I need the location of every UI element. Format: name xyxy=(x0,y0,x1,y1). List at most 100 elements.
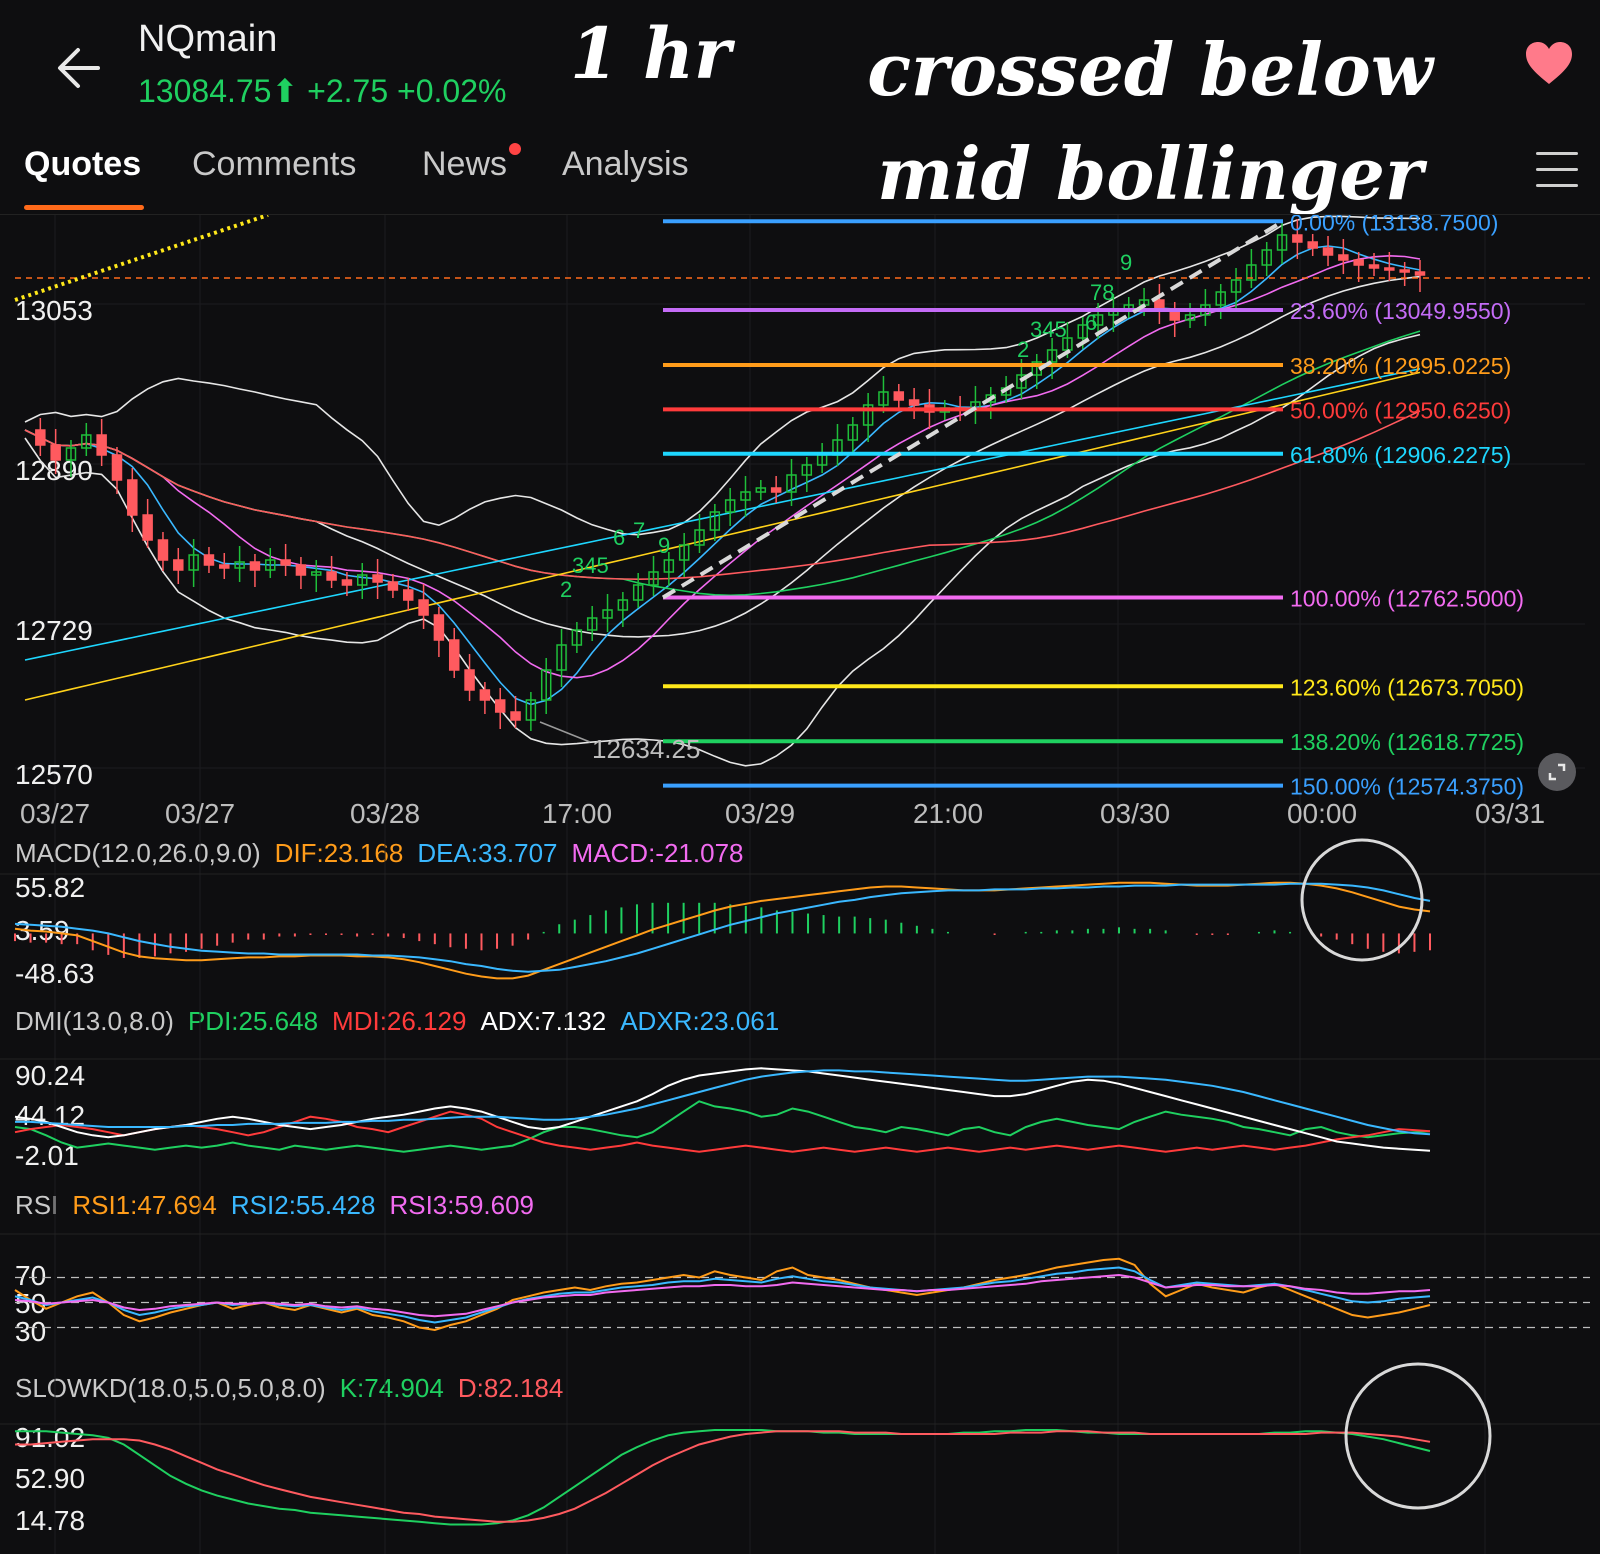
tab-quotes[interactable]: Quotes xyxy=(24,145,142,183)
candle-down xyxy=(173,559,184,571)
expand-icon[interactable] xyxy=(1538,753,1576,791)
candle-down xyxy=(908,399,920,406)
bollinger-upper-line xyxy=(24,215,1421,536)
candle-down xyxy=(203,554,215,566)
series-line-d xyxy=(15,1430,1431,1523)
candle-down xyxy=(372,574,383,583)
tab-news[interactable]: News xyxy=(422,145,508,183)
candle-up xyxy=(556,644,567,671)
candle-up xyxy=(265,559,276,571)
x-tick-label: 21:00 xyxy=(913,798,983,829)
y-tick-label: 12729 xyxy=(15,615,93,646)
dmi-title: DMI(13.0,8.0) xyxy=(15,1006,174,1036)
candle-up xyxy=(1077,324,1088,339)
candle-down xyxy=(157,539,169,561)
candle-up xyxy=(1046,349,1058,363)
candle-up xyxy=(847,424,859,441)
candle-up xyxy=(801,464,813,476)
candle-down xyxy=(280,559,291,566)
x-tick-label: 03/29 xyxy=(725,798,795,829)
candle-down xyxy=(219,564,230,569)
candle-down xyxy=(510,711,521,721)
candle-down xyxy=(50,444,61,461)
series-line-rsi2 xyxy=(14,1266,1431,1324)
candle-down xyxy=(494,699,506,713)
highlight-circle-slowkd xyxy=(1344,1362,1492,1510)
candle-up xyxy=(878,391,889,406)
candle-down xyxy=(111,454,123,481)
candle-down xyxy=(1368,264,1380,269)
y-tick-label: 30 xyxy=(15,1316,46,1347)
candle-down xyxy=(770,487,782,493)
dmi-mdi: MDI:26.129 xyxy=(332,1006,467,1036)
series-line-rsi1 xyxy=(14,1257,1431,1332)
menu-icon[interactable] xyxy=(1536,152,1578,188)
fibonacci-level-label: 138.20% (12618.7725) xyxy=(1290,729,1524,755)
candle-down xyxy=(1322,247,1334,256)
candle-down xyxy=(433,614,445,641)
x-tick-label: 03/27 xyxy=(20,798,90,829)
candle-down xyxy=(402,589,414,601)
macd-dif: DIF:23.168 xyxy=(274,838,404,868)
annotation-text: crossed below mid bollinger xyxy=(867,27,1433,216)
candle-up xyxy=(311,571,322,576)
heart-icon[interactable] xyxy=(1524,40,1574,88)
candle-up xyxy=(694,529,705,546)
candle-down xyxy=(1353,259,1364,266)
series-line-pdi xyxy=(14,1100,1431,1153)
highlight-circle-macd xyxy=(1300,838,1424,962)
candle-up xyxy=(709,511,721,531)
series-line-dea xyxy=(14,882,1431,973)
y-tick-label: 91.02 xyxy=(15,1422,85,1453)
candle-down xyxy=(35,429,46,446)
ma40-line xyxy=(24,330,1421,597)
candle-up xyxy=(1184,314,1196,321)
candle-up xyxy=(985,394,997,403)
y-tick-label: 55.82 xyxy=(15,872,85,903)
low-marker-leader xyxy=(539,721,591,743)
slowkd-legend: SLOWKD(18.0,5.0,5.0,8.0) K:74.904 D:82.184 xyxy=(15,1373,577,1404)
y-tick-label: 70 xyxy=(15,1260,46,1291)
dmi-legend: DMI(13.0,8.0) PDI:25.648 MDI:26.129 ADX:7.1… xyxy=(15,1006,793,1037)
header: NQmain 13084.75⬆ +2.75 +0.02% 1 hr cross… xyxy=(0,0,1600,216)
candle-down xyxy=(464,669,475,691)
ma120-line xyxy=(24,368,1421,661)
back-arrow-icon[interactable] xyxy=(52,40,108,96)
fibonacci-level-label: 0.00% (13138.7500) xyxy=(1290,215,1498,235)
candle-down xyxy=(893,391,905,401)
y-tick-label: -48.63 xyxy=(15,958,94,989)
tab-analysis[interactable]: Analysis xyxy=(562,145,689,183)
candle-down xyxy=(142,514,153,541)
trend-line-dotted xyxy=(14,215,269,302)
fibonacci-level-label: 100.00% (12762.5000) xyxy=(1290,586,1524,612)
x-tick-label: 03/27 xyxy=(165,798,235,829)
low-price-label: 12634.25 xyxy=(592,734,700,764)
candle-down xyxy=(295,564,307,576)
candle-down xyxy=(326,571,337,581)
candle-up xyxy=(678,544,690,561)
fibonacci-level-label: 123.60% (12673.7050) xyxy=(1290,674,1524,700)
candle-up xyxy=(724,499,736,513)
tab-comments[interactable]: Comments xyxy=(192,145,357,183)
macd-legend: MACD(12.0,26.0,9.0) DIF:23.168 DEA:33.707 M… xyxy=(15,838,758,869)
rsi-title: RSI xyxy=(15,1190,59,1220)
macd-title: MACD(12.0,26.0,9.0) xyxy=(15,838,261,868)
fibonacci-level-label: 61.80% (12906.2275) xyxy=(1290,442,1511,468)
candle-up xyxy=(740,491,751,501)
candle-down xyxy=(341,579,353,586)
candle-up xyxy=(540,669,552,701)
series-line-adx xyxy=(14,1067,1431,1152)
fibonacci-level-label: 38.20% (12995.0225) xyxy=(1290,353,1511,379)
rsi-legend: RSI RSI1:47.694 RSI2:55.428 RSI3:59.609 xyxy=(15,1190,548,1221)
macd-value: MACD:-21.078 xyxy=(571,838,744,868)
candle-up xyxy=(1276,234,1288,251)
slowkd-k: K:74.904 xyxy=(339,1373,444,1403)
fibonacci-level-label: 50.00% (12950.6250) xyxy=(1290,397,1511,423)
candle-up xyxy=(1215,291,1226,306)
y-tick-label: 13053 xyxy=(15,295,93,326)
divider xyxy=(0,214,1600,215)
ma200-line xyxy=(24,371,1421,701)
slowkd-d: D:82.184 xyxy=(457,1373,564,1403)
x-tick-label: 03/30 xyxy=(1100,798,1170,829)
